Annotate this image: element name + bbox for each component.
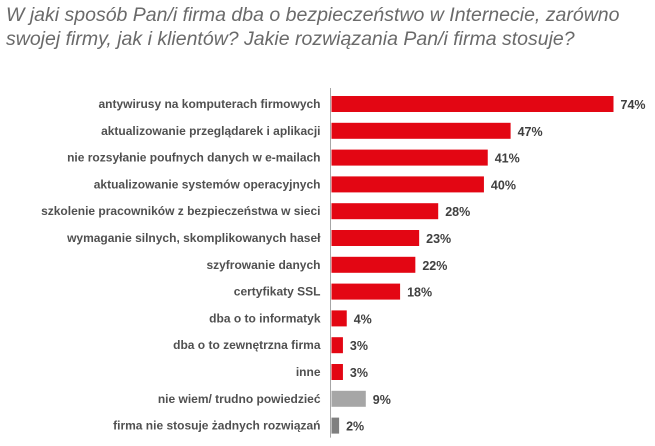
data-label: 18% (407, 286, 432, 300)
category-label: szkolenie pracowników z bezpieczeństwa w… (41, 204, 320, 218)
data-label: 41% (495, 152, 520, 166)
data-label: 28% (445, 205, 470, 219)
data-label: 4% (354, 312, 372, 326)
bar (331, 149, 488, 166)
bar (331, 256, 416, 273)
bar (331, 176, 484, 193)
bar (331, 337, 343, 354)
category-label: firma nie stosuje żadnych rozwiązań (113, 419, 320, 433)
category-label: aktualizowanie systemów operacyjnych (94, 177, 321, 191)
bar (331, 230, 420, 246)
category-label: aktualizowanie przeglądarek i aplikacji (101, 124, 320, 138)
data-label: 2% (346, 420, 364, 434)
bar (331, 283, 401, 300)
data-label: 74% (621, 98, 646, 112)
category-label: wymaganie silnych, skomplikowanych haseł (66, 231, 321, 245)
data-label: 3% (350, 366, 368, 380)
category-label: inne (296, 365, 321, 379)
data-label: 40% (491, 178, 516, 192)
bar (331, 417, 340, 434)
category-label: nie rozsyłanie poufnych danych w e-maila… (67, 151, 320, 165)
category-label: antywirusy na komputerach firmowych (98, 97, 320, 111)
data-label: 22% (422, 259, 447, 273)
bar (331, 310, 347, 327)
bar (331, 122, 511, 139)
bar (331, 364, 343, 380)
category-label: dba o to zewnętrzna firma (173, 338, 321, 352)
bar (331, 390, 366, 407)
chart-title: W jaki sposób Pan/i firma dba o bezpiecz… (6, 4, 620, 50)
category-label: certyfikaty SSL (234, 285, 321, 299)
data-label: 23% (426, 232, 451, 246)
bar (331, 203, 439, 220)
data-label: 9% (373, 393, 391, 407)
category-label: nie wiem/ trudno powiedzieć (158, 392, 321, 406)
data-label: 3% (350, 339, 368, 353)
category-label: dba o to informatyk (209, 311, 321, 325)
data-label: 47% (518, 125, 543, 139)
bar (331, 96, 614, 112)
category-label: szyfrowanie danych (206, 258, 320, 272)
